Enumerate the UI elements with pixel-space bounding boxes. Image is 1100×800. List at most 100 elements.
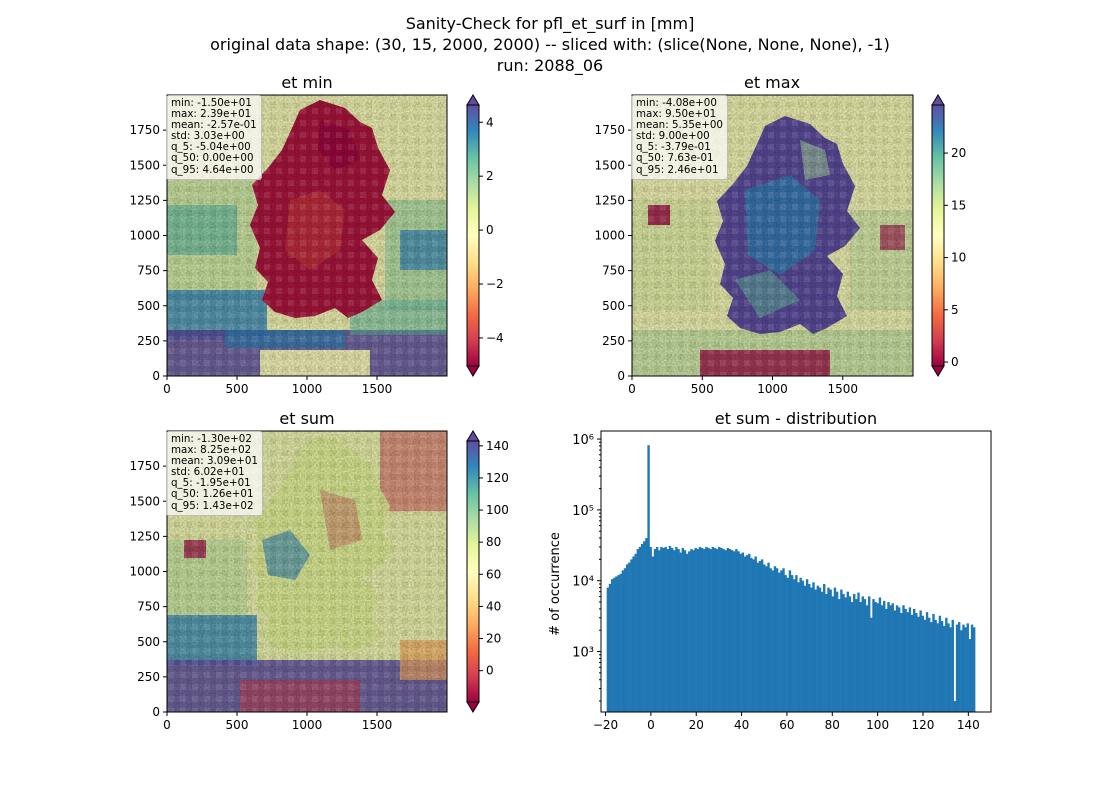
x-tick-label: 500 bbox=[226, 718, 249, 732]
y-tick-label: 250 bbox=[602, 334, 625, 348]
stat-q50: q_50: 7.63e-01 bbox=[636, 152, 714, 165]
histogram-bar bbox=[945, 617, 948, 712]
axes-frame bbox=[600, 430, 992, 713]
y-tick-label: 1500 bbox=[594, 158, 625, 172]
histogram-bar bbox=[846, 591, 849, 712]
histogram-bar bbox=[692, 550, 695, 712]
histogram-bar bbox=[861, 596, 864, 712]
colorbar-tick-label: 0 bbox=[486, 223, 494, 237]
stat-q50: q_50: 0.00e+00 bbox=[171, 152, 254, 165]
histogram-bar bbox=[756, 562, 760, 712]
histogram-bar bbox=[675, 546, 678, 712]
histogram-bar bbox=[913, 608, 916, 712]
histogram-bar bbox=[707, 547, 710, 712]
colorbar-tick-label: 10 bbox=[951, 251, 966, 265]
histogram-bar bbox=[754, 556, 757, 712]
histogram-bar bbox=[968, 639, 972, 712]
histogram-bar bbox=[949, 627, 952, 712]
colorbar-gradient bbox=[466, 440, 480, 703]
histogram-bar bbox=[790, 575, 794, 712]
histogram-bar bbox=[722, 549, 725, 712]
panel-title-et-max: et max bbox=[744, 73, 800, 92]
histogram-bar bbox=[904, 608, 907, 712]
histogram-bar bbox=[936, 623, 939, 712]
histogram-bar bbox=[833, 587, 837, 712]
histogram-bar bbox=[608, 583, 612, 712]
histogram-bar bbox=[887, 602, 890, 712]
histogram-bar bbox=[660, 546, 663, 712]
colorbar-tick-label: 15 bbox=[951, 198, 966, 212]
colorbar-extend-min bbox=[466, 701, 480, 713]
histogram-bar bbox=[906, 612, 909, 712]
histogram-bar bbox=[947, 623, 950, 712]
y-tick-label: 1750 bbox=[129, 123, 160, 137]
colorbar-tick-label: 0 bbox=[951, 355, 959, 369]
colorbar-tick-label: 40 bbox=[486, 599, 501, 613]
histogram-bar bbox=[694, 547, 697, 712]
y-tick-label: 1750 bbox=[129, 459, 160, 473]
y-tick-label: 0 bbox=[617, 369, 625, 383]
histogram-bar bbox=[850, 602, 854, 712]
stat-q95: q_95: 2.46e+01 bbox=[636, 163, 719, 176]
panel-et-min: et min 0 500 1000 1500 0 250 500 750 1000 1250 15… bbox=[129, 73, 503, 396]
histogram-bar bbox=[917, 616, 920, 712]
stat-max: max: 2.39e+01 bbox=[171, 108, 252, 121]
histogram-bar bbox=[651, 556, 655, 712]
stat-mean: mean: 5.35e+00 bbox=[636, 119, 723, 132]
histogram-bar bbox=[919, 610, 922, 712]
figure-title-line2: original data shape: (30, 15, 2000, 2000… bbox=[210, 35, 890, 54]
histogram-bar bbox=[769, 568, 772, 712]
colorbar-tick-label: 100 bbox=[486, 503, 509, 517]
histogram-bar bbox=[653, 549, 657, 712]
histogram-bar bbox=[889, 605, 892, 712]
y-tick-label: 1500 bbox=[129, 494, 160, 508]
x-axis: 0 500 1000 1500 bbox=[628, 376, 858, 396]
panel-title-distribution: et sum - distribution bbox=[715, 409, 877, 428]
histogram-bar bbox=[613, 577, 616, 712]
histogram-bar bbox=[739, 553, 742, 712]
x-tick-label: 1500 bbox=[827, 382, 858, 396]
colorbar-tick-label: −4 bbox=[486, 331, 504, 345]
histogram-bar bbox=[927, 617, 931, 712]
y-tick-label: 10³ bbox=[572, 646, 594, 661]
histogram-bar bbox=[666, 549, 670, 712]
histogram-bar bbox=[823, 583, 826, 712]
histogram-bar bbox=[908, 607, 912, 712]
histogram-bar bbox=[835, 591, 839, 712]
histogram-bar bbox=[718, 546, 721, 712]
histogram-bar bbox=[763, 564, 766, 712]
histogram-bar bbox=[840, 589, 843, 712]
y-axis-label: # of occurrence bbox=[548, 532, 563, 636]
histogram-bar bbox=[805, 579, 809, 712]
y-tick-label: 1000 bbox=[594, 229, 625, 243]
histogram-bar bbox=[848, 596, 852, 712]
x-tick-label: 1000 bbox=[757, 382, 788, 396]
histogram-bar bbox=[863, 599, 867, 712]
stat-max: max: 8.25e+02 bbox=[171, 444, 252, 457]
x-axis: 0 500 1000 1500 bbox=[163, 376, 392, 396]
histogram-bar bbox=[720, 547, 723, 712]
histogram-bar bbox=[810, 587, 813, 712]
histogram-bar bbox=[619, 573, 622, 712]
histogram-bar bbox=[872, 599, 875, 712]
x-tick-label: 1500 bbox=[362, 718, 393, 732]
histogram-bar bbox=[681, 547, 685, 712]
stat-std: std: 9.00e+00 bbox=[636, 130, 710, 143]
colorbar-tick-label: 80 bbox=[486, 535, 501, 549]
colorbar-tick-label: 20 bbox=[951, 146, 966, 160]
histogram-bar bbox=[728, 549, 732, 712]
colorbar-tick-label: 2 bbox=[486, 169, 494, 183]
histogram-bar bbox=[743, 556, 747, 712]
stat-q95: q_95: 1.43e+02 bbox=[171, 499, 254, 512]
stats-box-et-max: min: -4.08e+00 max: 9.50e+01 mean: 5.35e… bbox=[631, 95, 728, 180]
histogram-bar bbox=[942, 625, 946, 712]
histogram-bar bbox=[623, 568, 627, 712]
histogram-bar bbox=[615, 576, 618, 712]
histogram-bar bbox=[688, 551, 691, 712]
y-axis: 0 250 500 750 1000 1250 1500 1750 bbox=[129, 123, 167, 383]
histogram-bar bbox=[658, 550, 661, 712]
histogram-bar bbox=[737, 551, 740, 712]
histogram-bar bbox=[649, 546, 652, 712]
histogram-bar bbox=[677, 549, 680, 712]
histogram-bar bbox=[775, 568, 779, 712]
